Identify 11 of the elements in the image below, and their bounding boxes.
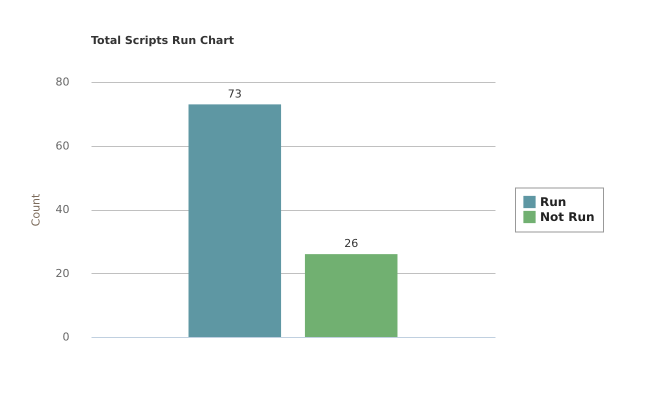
legend-label: Run xyxy=(540,195,566,209)
y-axis-title: Count xyxy=(30,192,43,226)
data-label: 73 xyxy=(228,87,242,100)
y-tick-label: 80 xyxy=(56,76,70,88)
chart-title: Total Scripts Run Chart xyxy=(91,34,234,47)
y-tick-label: 40 xyxy=(56,203,70,216)
data-label: 26 xyxy=(344,237,358,250)
y-tick-label: 20 xyxy=(56,266,70,280)
legend-label: Not Run xyxy=(540,210,595,224)
y-tick-label: 60 xyxy=(56,139,70,152)
y-tick-label: 0 xyxy=(62,330,70,344)
